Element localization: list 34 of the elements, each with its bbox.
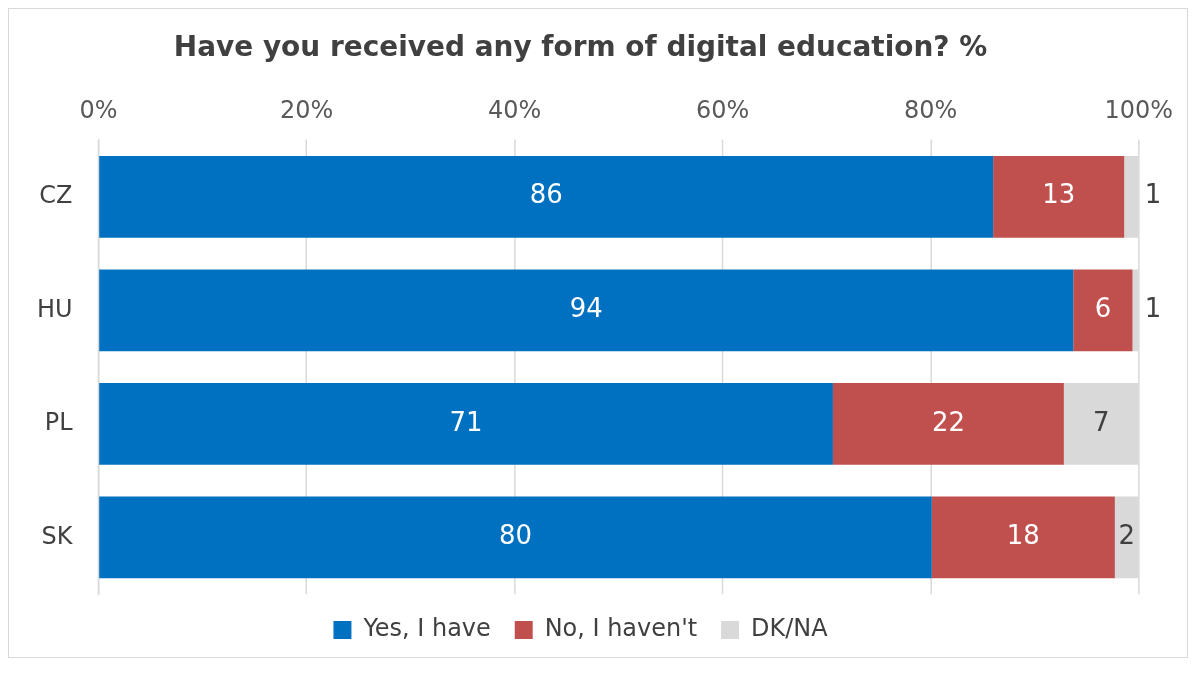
data-label: 7 [1093, 406, 1110, 437]
x-tick-label: 80% [904, 95, 958, 124]
y-tick-label: HU [36, 294, 73, 323]
bar [993, 155, 1125, 238]
data-label: 86 [529, 179, 563, 210]
x-tick-label: 60% [696, 95, 750, 124]
data-label: 80 [498, 520, 532, 551]
y-tick-label: SK [41, 521, 74, 550]
bar [1073, 269, 1133, 352]
bar [99, 496, 932, 579]
legend-label: DK/NA [751, 614, 829, 643]
data-label: 13 [1042, 179, 1076, 210]
x-tick-label: 20% [279, 95, 334, 124]
chart-title: Have you received any form of digital education? % [173, 29, 988, 63]
bar [931, 496, 1115, 579]
data-label: 94 [569, 293, 603, 324]
bar [99, 155, 994, 238]
data-label: 1 [1144, 293, 1162, 324]
data-label: 1 [1144, 179, 1162, 210]
legend-label: Yes, I have [362, 614, 491, 643]
y-tick-label: CZ [39, 181, 73, 209]
y-tick-label: PL [44, 408, 74, 437]
data-label: 22 [931, 406, 965, 437]
data-label: 18 [1006, 520, 1040, 551]
x-tick-label: 100% [1104, 95, 1174, 124]
data-label: 2 [1118, 520, 1136, 551]
bar [99, 382, 833, 465]
bar [832, 382, 1064, 465]
bar [99, 269, 1074, 352]
data-label: 71 [449, 406, 483, 437]
x-tick-label: 40% [487, 95, 542, 124]
data-label: 6 [1094, 293, 1112, 324]
x-tick-label: 0% [79, 95, 118, 124]
legend-label: No, I haven't [544, 614, 698, 643]
